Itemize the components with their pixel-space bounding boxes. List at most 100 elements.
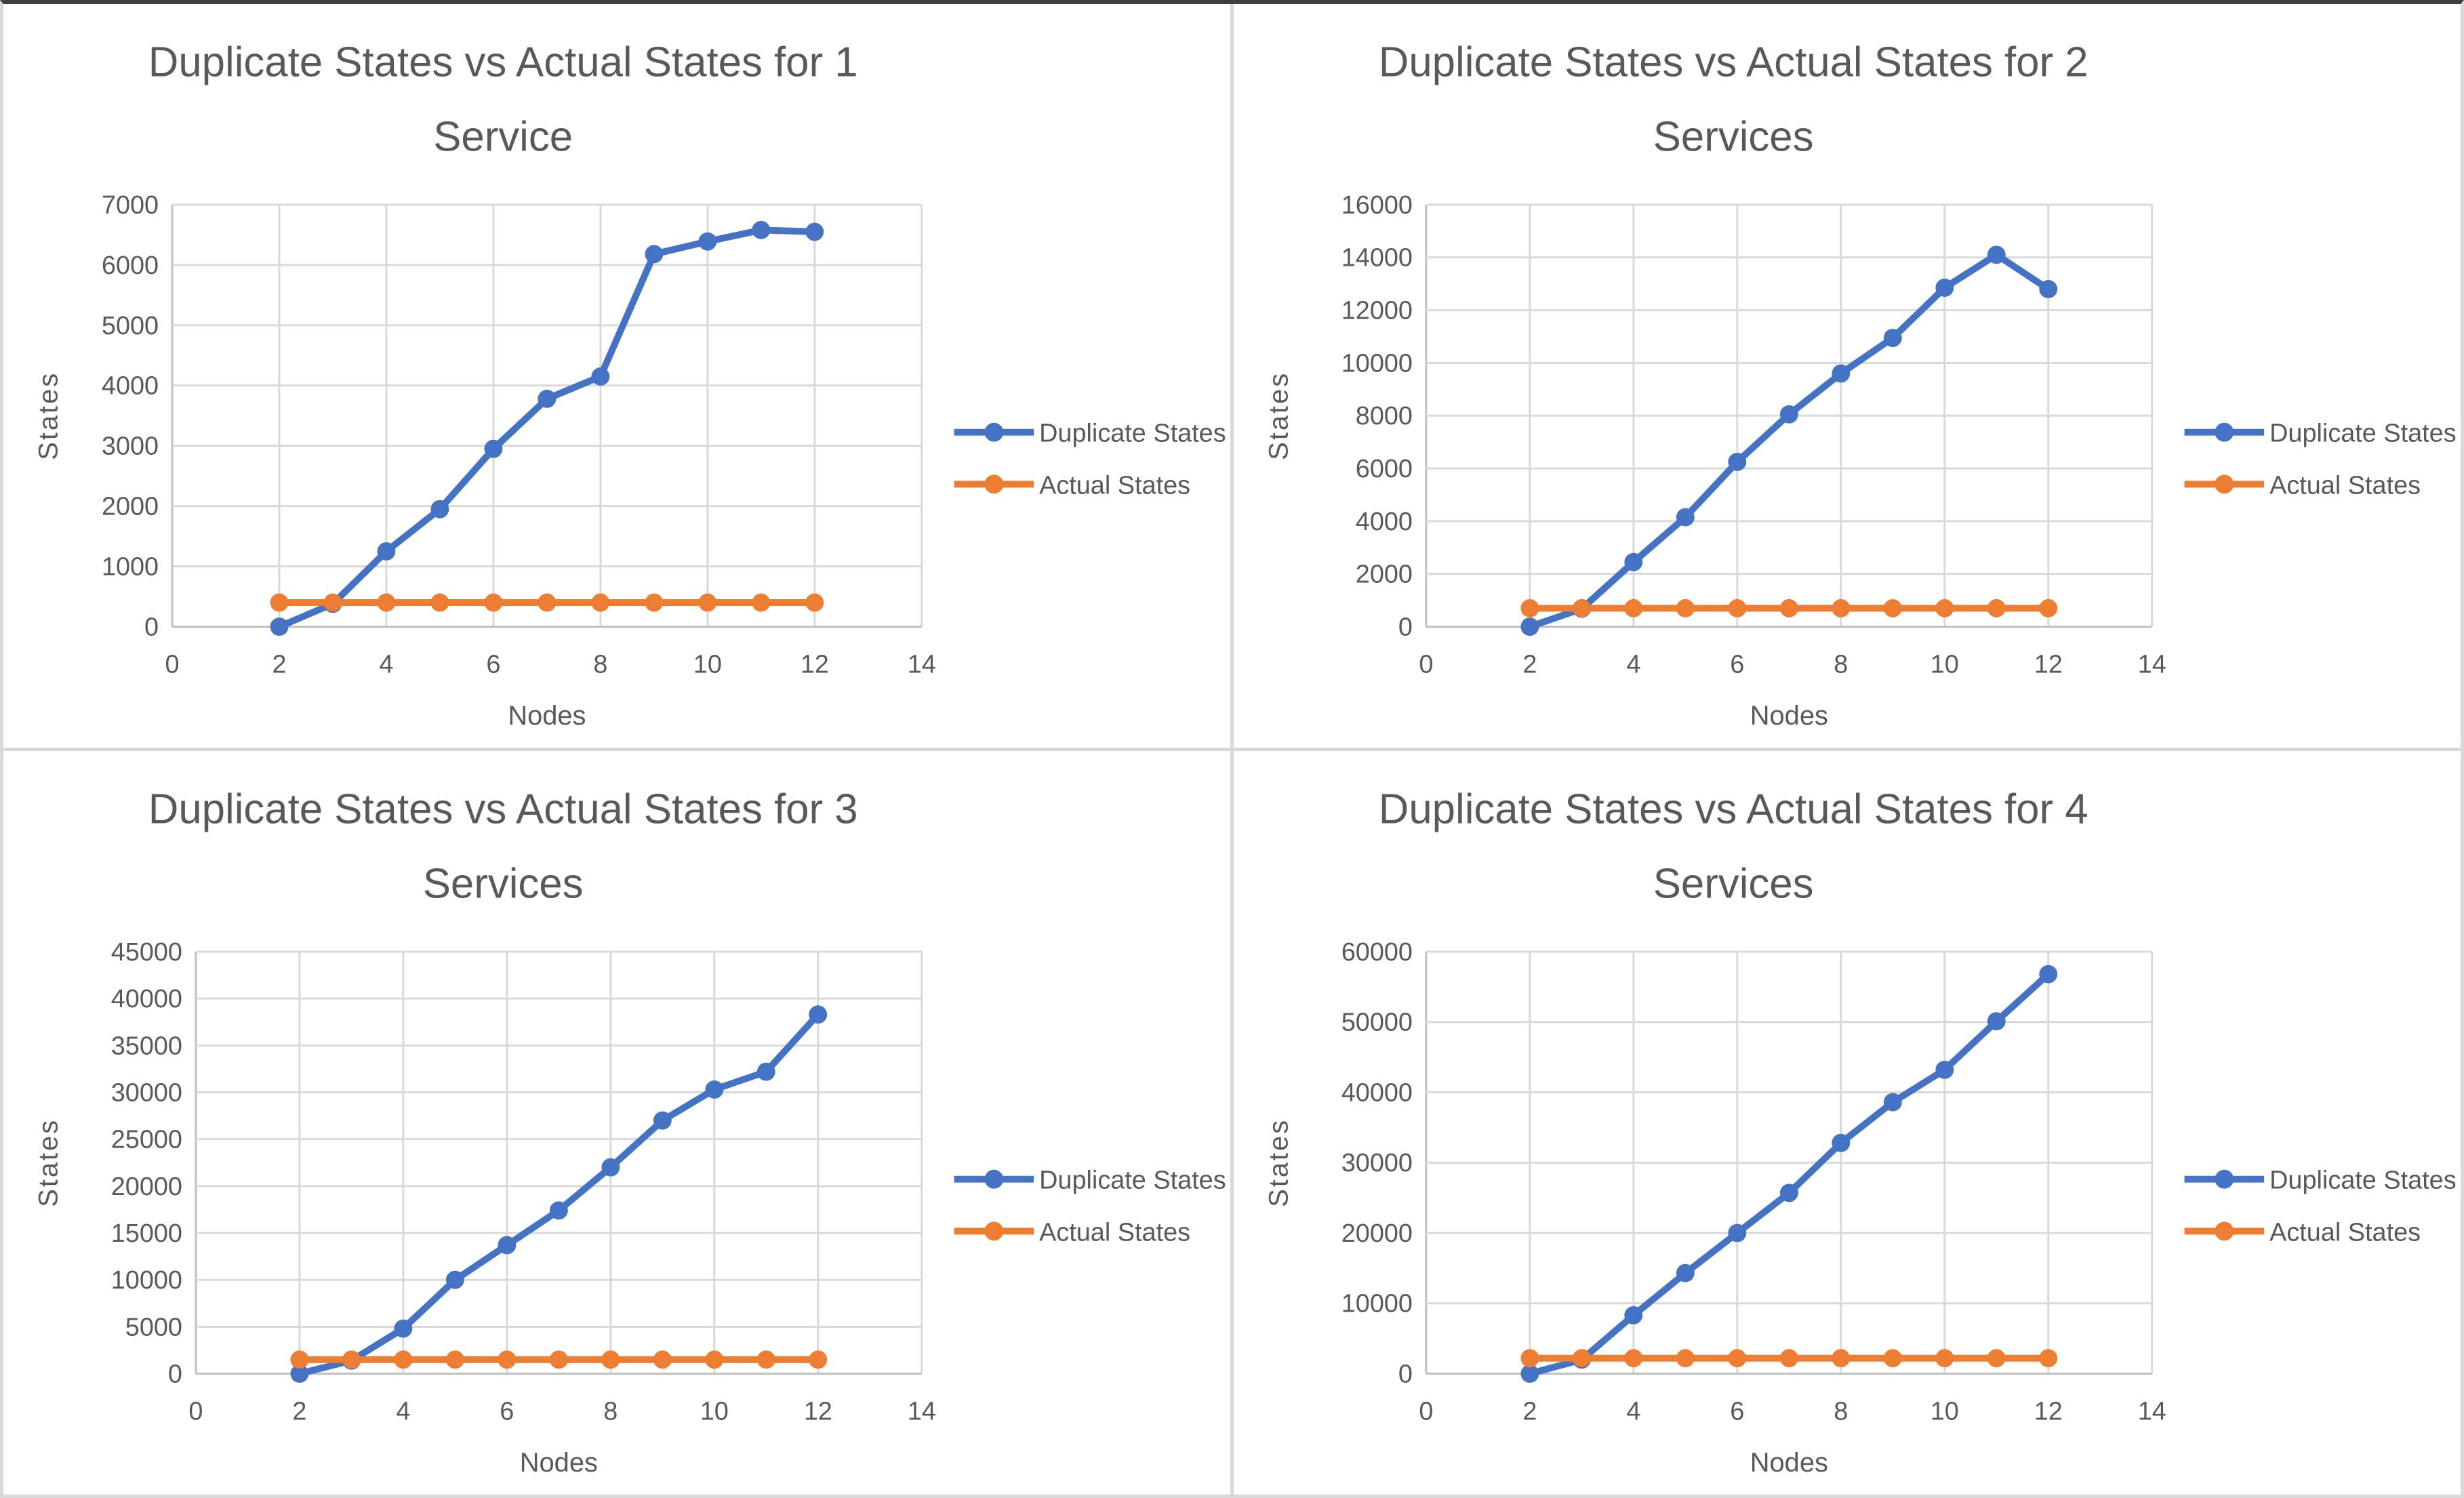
actual-states-marker xyxy=(549,1350,568,1369)
y-tick-label: 45000 xyxy=(111,938,182,967)
y-tick-label: 40000 xyxy=(111,985,182,1013)
x-tick-label: 0 xyxy=(1419,1397,1433,1425)
panel-chart-2-services: 0 2000 4000 6000 8000 10000 12000 14000 16000 0 2 4… xyxy=(1234,4,2461,748)
y-tick-labels: 0 1000 2000 3000 4000 5000 6000 7000 xyxy=(102,191,159,642)
duplicate-states-marker xyxy=(2039,280,2058,298)
duplicate-states-marker xyxy=(1624,552,1643,571)
x-tick-label: 4 xyxy=(1626,1397,1640,1425)
chart-title-line2: Service xyxy=(433,113,573,160)
y-tick-label: 4000 xyxy=(1356,508,1413,536)
y-tick-label: 60000 xyxy=(1341,938,1413,967)
duplicate-states-marker xyxy=(653,1111,672,1130)
x-tick-label: 8 xyxy=(593,650,607,679)
actual-states-marker xyxy=(1520,599,1539,618)
x-tick-label: 8 xyxy=(1834,650,1848,679)
chart-title-line1: Duplicate States vs Actual States for 2 xyxy=(1379,39,2088,86)
x-axis-title: Nodes xyxy=(1750,701,1828,731)
y-tick-label: 14000 xyxy=(1341,244,1413,272)
x-axis-title: Nodes xyxy=(508,701,586,731)
y-tick-label: 30000 xyxy=(111,1078,182,1107)
actual-states-marker xyxy=(1832,599,1851,618)
x-tick-labels: 0 2 4 6 8 10 12 14 xyxy=(165,650,936,679)
y-tick-label: 4000 xyxy=(102,372,159,401)
actual-states-marker xyxy=(1832,1349,1851,1368)
x-tick-label: 4 xyxy=(1626,650,1640,679)
actual-states-marker xyxy=(756,1350,775,1369)
x-tick-label: 0 xyxy=(188,1397,203,1425)
duplicate-states-marker xyxy=(1987,1012,2006,1031)
duplicate-states-marker xyxy=(805,222,824,241)
x-tick-label: 2 xyxy=(272,650,286,679)
y-tick-label: 1000 xyxy=(102,553,159,582)
chart-title-line2: Services xyxy=(1653,860,1814,907)
y-tick-label: 25000 xyxy=(111,1126,182,1154)
chart-title-line1: Duplicate States vs Actual States for 4 xyxy=(1379,786,2088,833)
actual-states-marker xyxy=(1520,1349,1539,1368)
actual-states-marker xyxy=(1572,599,1591,618)
chart-title-line1: Duplicate States vs Actual States for 3 xyxy=(148,786,858,833)
legend-item-actual-states: Actual States xyxy=(2184,471,2421,500)
x-tick-label: 6 xyxy=(486,650,500,679)
chart-1-service: 0 1000 2000 3000 4000 5000 6000 7000 0 2 4 6 8 10 12 14… xyxy=(34,39,1226,731)
actual-states-marker xyxy=(1883,599,1902,618)
duplicate-states-marker xyxy=(1883,329,1902,347)
duplicate-states-marker xyxy=(1987,245,2006,264)
x-tick-label: 10 xyxy=(700,1397,729,1425)
x-tick-label: 14 xyxy=(2138,650,2166,679)
actual-states-marker xyxy=(1935,1349,1954,1368)
y-tick-label: 0 xyxy=(1398,1360,1413,1389)
actual-states-legend-marker-icon xyxy=(2215,474,2234,494)
duplicate-states-marker xyxy=(498,1236,517,1255)
y-tick-label: 10000 xyxy=(1341,349,1413,378)
y-tick-label: 0 xyxy=(1398,613,1413,642)
y-tick-label: 20000 xyxy=(111,1173,182,1201)
duplicate-states-marker xyxy=(445,1270,464,1289)
y-axis-title: States xyxy=(34,371,64,460)
actual-states-marker xyxy=(653,1350,672,1369)
duplicate-states-line xyxy=(296,1011,822,1377)
y-tick-label: 50000 xyxy=(1341,1009,1413,1037)
actual-states-marker xyxy=(394,1350,413,1369)
actual-states-legend-marker-icon xyxy=(2215,1221,2234,1241)
actual-states-legend-marker-icon xyxy=(984,1221,1004,1241)
actual-states-marker xyxy=(1624,599,1643,618)
duplicate-states-marker xyxy=(290,1364,309,1383)
legend-label: Actual States xyxy=(1039,1218,1190,1247)
chart-title-line2: Services xyxy=(1653,113,1814,160)
actual-states-marker xyxy=(1935,599,1954,618)
actual-states-marker xyxy=(484,593,503,612)
chart-3-services: 0 5000 10000 15000 20000 25000 30000 35000 40000… xyxy=(34,786,1226,1478)
legend-label: Actual States xyxy=(2269,1218,2421,1247)
actual-states-marker xyxy=(342,1350,361,1369)
duplicate-states-line xyxy=(1526,971,2052,1377)
duplicate-states-marker xyxy=(1779,1183,1798,1202)
series-duplicate-states xyxy=(1520,965,2058,1383)
x-tick-label: 2 xyxy=(1522,650,1537,679)
y-tick-label: 3000 xyxy=(102,432,159,461)
y-tick-label: 20000 xyxy=(1341,1219,1413,1248)
x-axis-title: Nodes xyxy=(520,1448,598,1478)
y-tick-label: 16000 xyxy=(1341,191,1413,220)
y-tick-label: 0 xyxy=(144,613,159,642)
duplicate-states-marker xyxy=(484,439,503,458)
y-tick-label: 8000 xyxy=(1356,402,1413,430)
series-actual-states xyxy=(270,593,824,612)
legend-item-duplicate-states: Duplicate States xyxy=(954,420,1226,448)
duplicate-states-marker xyxy=(1676,508,1695,527)
actual-states-legend-marker-icon xyxy=(984,474,1004,494)
panel-chart-1-service: 0 1000 2000 3000 4000 5000 6000 7000 0 2 4 6 8 10 12 14… xyxy=(3,4,1230,748)
actual-states-marker xyxy=(1987,1349,2006,1368)
legend-label: Actual States xyxy=(2269,471,2421,500)
duplicate-states-marker xyxy=(601,1158,620,1177)
actual-states-marker xyxy=(1728,599,1747,618)
duplicate-states-marker xyxy=(1779,405,1798,424)
legend: Duplicate States Actual States xyxy=(2184,420,2457,500)
duplicate-states-marker xyxy=(538,389,557,408)
y-tick-label: 30000 xyxy=(1341,1149,1413,1177)
y-tick-labels: 0 5000 10000 15000 20000 25000 30000 35000 40000… xyxy=(111,938,182,1389)
y-tick-label: 2000 xyxy=(102,493,159,521)
duplicate-states-marker xyxy=(752,220,771,239)
actual-states-marker xyxy=(645,593,664,612)
x-tick-label: 0 xyxy=(1419,650,1433,679)
